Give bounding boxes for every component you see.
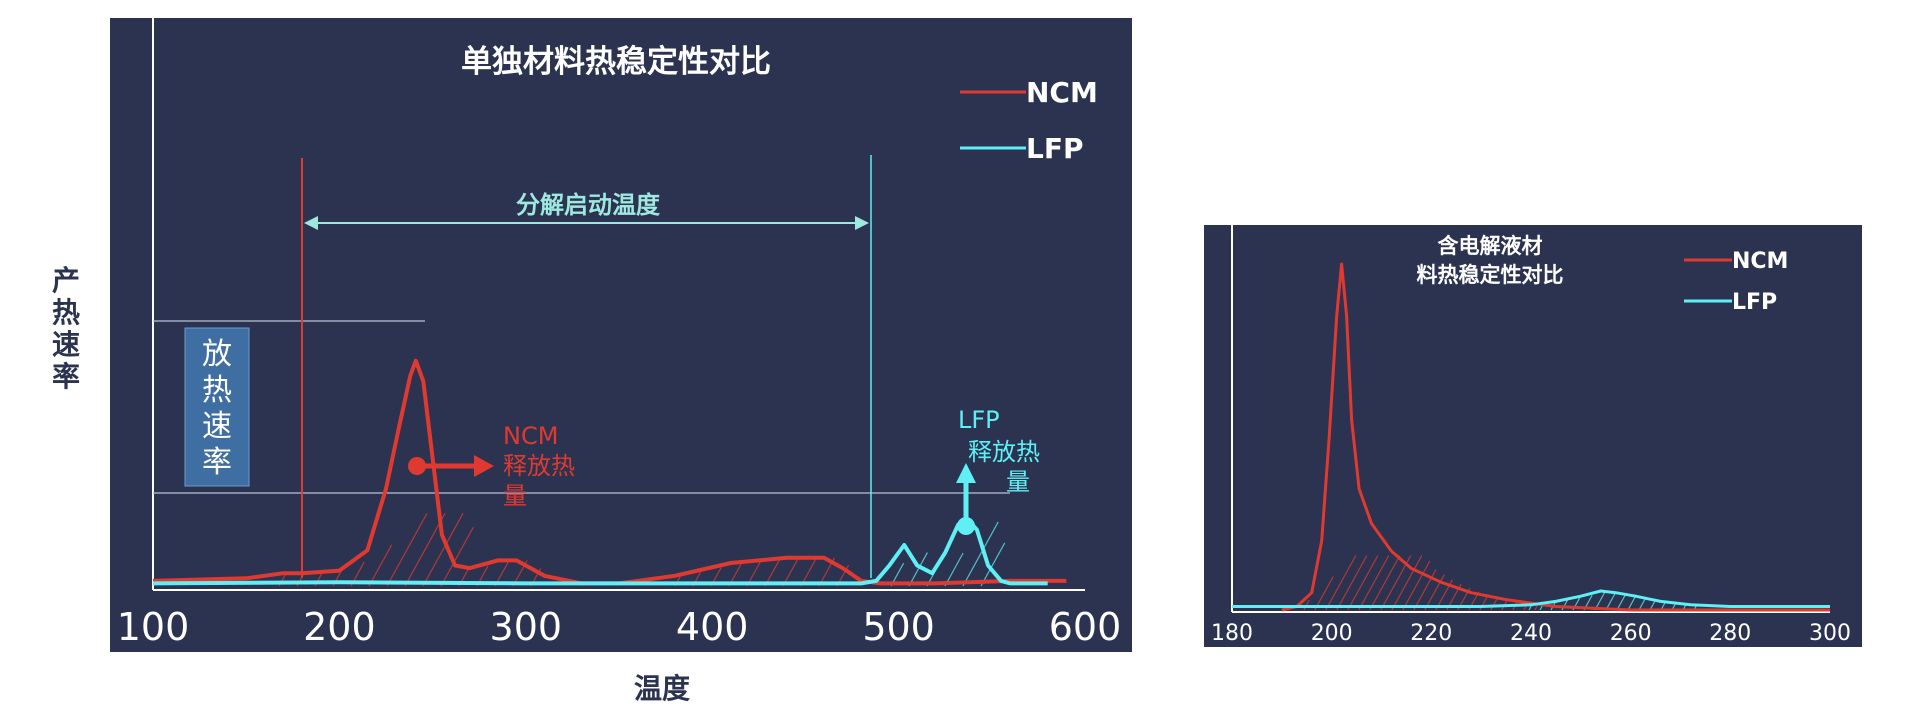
hatch-line [800,557,818,587]
inset-chart-title-line-1: 含电解液材 [1438,234,1543,258]
inset-x-tick-labels: 180 200 220 240 260 280 300 [1211,621,1851,646]
rate-box [184,327,250,487]
inset-chart: 含电解液材 料热稳定性对比 NCM LFP 180 200 220 240 260 280… [1204,225,1862,647]
x-tick-label: 240 [1510,621,1552,646]
rate-box-char-1: 放 [202,337,232,372]
lfp-heat-label-2: 释放热 [968,438,1040,466]
hatch-line [1561,599,1569,611]
hatch-line [1402,560,1431,611]
hatch-line [962,521,999,587]
hatch-line [386,513,428,587]
ncm-heat-label-1: NCM [503,422,558,450]
inset-ncm-series-line [1281,262,1830,612]
hatch-line [368,544,393,587]
x-axis-label: 温度 [634,672,690,705]
x-tick-label: 200 [303,605,376,649]
hatch-line [1358,555,1390,611]
hatch-line [440,526,474,587]
x-tick-label: 100 [117,605,190,649]
inset-legend: NCM LFP [1684,249,1788,315]
ncm-heat-arrow [408,455,494,477]
main-legend-ncm-label: NCM [1026,76,1098,109]
main-legend: NCM LFP [960,76,1098,165]
lfp-heat-label-1: LFP [958,406,1000,434]
lfp-series-line [152,517,1048,586]
hatch-line [944,552,964,587]
x-tick-label: 500 [862,605,935,649]
inset-legend-lfp-label: LFP [1732,290,1777,315]
hatch-line [1347,555,1379,611]
hatch-line [1369,555,1401,611]
hatch-line [1391,555,1423,611]
x-tick-label: 260 [1610,621,1652,646]
x-tick-label: 300 [490,605,563,649]
x-tick-label: 400 [676,605,749,649]
rate-box-char-2: 热 [202,373,232,408]
hatch-line [1413,569,1437,611]
svg-text:产热速率: 产热速率 [52,264,80,393]
lfp-heat-arrow [956,463,976,535]
inset-chart-title-line-2: 料热稳定性对比 [1417,263,1564,287]
ncm-heat-label-3: 量 [503,482,527,510]
ncm-heat-label-2: 释放热 [503,452,575,480]
hatch-line [908,552,928,587]
x-tick-label: 220 [1410,621,1452,646]
hatch-line [980,542,1006,587]
main-chart: 分解启动温度 放 热 速 率 NCM 释放热 量 LFP 释放热 量 单独材料热… [110,18,1132,652]
hatch-line [422,513,464,587]
hatch-line [782,557,799,587]
main-chart-background [110,18,1132,652]
rate-box-char-3: 速 [202,409,232,444]
hatch-line [1336,555,1368,611]
y-axis-label: 产热速率 [52,264,80,393]
hatch-line [404,513,446,587]
x-tick-label: 200 [1311,621,1353,646]
inset-legend-ncm-label: NCM [1732,249,1788,274]
lfp-heat-label-3: 量 [1006,468,1030,496]
inset-chart-background [1204,225,1862,647]
decomp-onset-label: 分解启动温度 [516,191,661,219]
x-tick-label: 280 [1709,621,1751,646]
hatch-line [1314,576,1334,611]
main-legend-lfp-label: LFP [1026,132,1084,165]
decomp-onset-arrow [304,216,869,230]
x-tick-label: 300 [1809,621,1851,646]
rate-box-char-4: 率 [202,445,232,480]
x-tick-label: 180 [1211,621,1253,646]
x-tick-label: 600 [1049,605,1122,649]
hatch-line [1325,555,1357,611]
hatch-line [1605,591,1617,611]
inset-lfp-series-line [1232,589,1830,608]
main-x-tick-labels: 100 200 300 400 500 600 [117,605,1122,649]
ncm-series-line [152,358,1067,586]
main-chart-title: 单独材料热稳定性对比 [461,44,771,80]
